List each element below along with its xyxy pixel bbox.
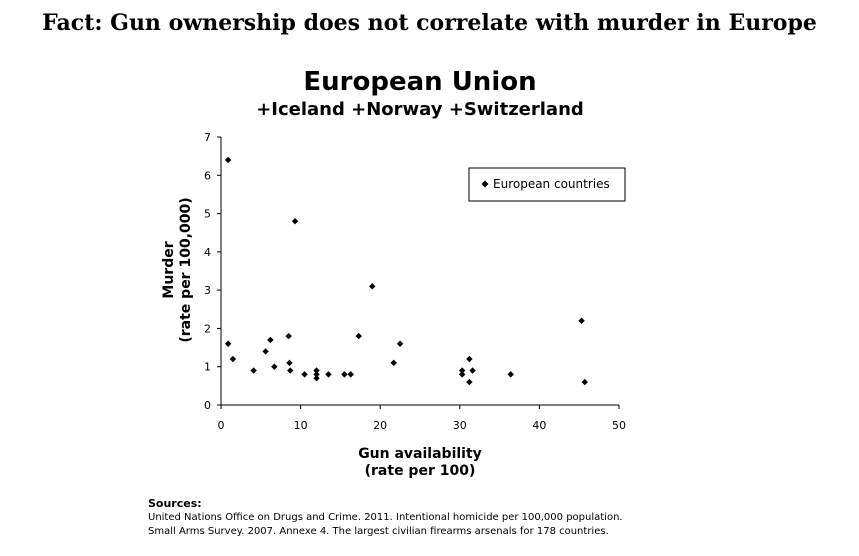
data-point xyxy=(229,355,237,363)
source-line: United Nations Office on Drugs and Crime… xyxy=(148,512,623,523)
y-tick-label: 7 xyxy=(204,131,211,144)
ticks: 0 1 2 3 4 5 6 7 0 10 20 30 40 50 xyxy=(204,131,626,432)
x-axis-title: Gun availability xyxy=(358,446,482,462)
y-tick-label: 0 xyxy=(204,399,211,412)
sources-heading: Sources: xyxy=(148,497,202,510)
data-point xyxy=(313,375,320,382)
data-point xyxy=(313,371,320,378)
y-tick-label: 4 xyxy=(204,246,211,259)
data-point xyxy=(285,332,292,340)
data-point xyxy=(466,355,473,363)
legend-label: European countries xyxy=(493,177,610,191)
x-tick-label: 40 xyxy=(532,419,546,432)
source-line: Small Arms Survey. 2007. Annexe 4. The l… xyxy=(148,526,609,537)
data-point xyxy=(369,283,376,290)
y-tick-label: 2 xyxy=(204,322,211,335)
data-point xyxy=(507,371,514,378)
data-point xyxy=(262,348,269,355)
legend-marker xyxy=(481,180,489,188)
data-point xyxy=(287,367,294,374)
data-point xyxy=(466,378,473,386)
data-point xyxy=(469,367,476,374)
y-tick-label: 6 xyxy=(204,169,211,182)
y-axis-subtitle: (rate per 100,000) xyxy=(178,197,194,342)
data-point xyxy=(286,359,293,367)
x-tick-label: 20 xyxy=(373,419,387,432)
data-point xyxy=(313,367,320,374)
data-point xyxy=(458,367,466,374)
data-point xyxy=(224,156,232,164)
data-point xyxy=(581,378,588,386)
data-point xyxy=(355,332,362,340)
chart-title: European Union xyxy=(303,67,537,97)
y-tick-label: 1 xyxy=(204,361,211,374)
headline: Fact: Gun ownership does not correlate w… xyxy=(42,10,817,36)
data-point xyxy=(347,371,354,378)
sources: Sources: United Nations Office on Drugs … xyxy=(148,497,623,539)
legend-box xyxy=(468,167,626,202)
data-point xyxy=(301,371,308,378)
data-point xyxy=(267,336,274,344)
y-tick-label: 5 xyxy=(204,208,211,221)
chart-subtitle: +Iceland +Norway +Switzerland xyxy=(256,99,584,120)
x-tick-label: 10 xyxy=(294,419,308,432)
data-point xyxy=(396,340,404,347)
x-tick-label: 30 xyxy=(453,419,467,432)
data-point xyxy=(291,218,299,225)
x-tick-label: 0 xyxy=(218,419,225,432)
y-tick-label: 3 xyxy=(204,284,211,297)
data-point xyxy=(325,371,332,378)
data-point xyxy=(224,340,232,347)
data-point xyxy=(271,363,278,370)
y-axis-title: Murder xyxy=(161,241,177,298)
x-axis-subtitle: (rate per 100) xyxy=(365,463,476,479)
data-point xyxy=(250,367,257,374)
legend: European countries xyxy=(468,167,626,202)
data-point xyxy=(578,317,585,324)
data-point xyxy=(458,371,466,378)
axes xyxy=(220,137,619,406)
x-tick-label: 50 xyxy=(612,419,626,432)
data-points xyxy=(224,156,588,386)
data-point xyxy=(390,359,397,367)
data-point xyxy=(341,371,348,378)
